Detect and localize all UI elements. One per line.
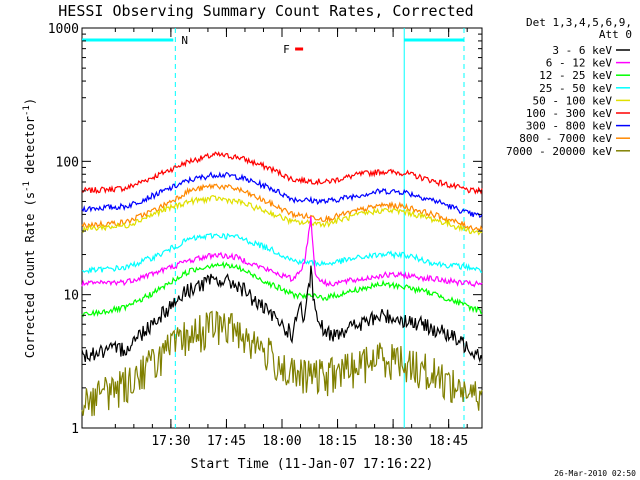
series-100-to-300keV-line <box>81 151 483 195</box>
y-tick-label: 1 <box>71 422 79 437</box>
x-tick-label: 18:45 <box>429 434 468 449</box>
y-axis-ticks: 1 10 100 1000 <box>48 22 482 437</box>
flare-label: F <box>283 43 290 56</box>
x-tick-label: 18:00 <box>262 434 301 449</box>
legend-entry-label: 7000 - 20000 keV <box>506 145 612 158</box>
legend-entry-label: 100 - 300 keV <box>526 107 612 120</box>
annotations: NF <box>82 34 464 56</box>
x-tick-label: 18:15 <box>318 434 357 449</box>
legend-entry-label: 800 - 7000 keV <box>519 132 612 145</box>
legend-entry-label: 300 - 800 keV <box>526 120 612 133</box>
series-group <box>81 151 483 417</box>
x-tick-label: 18:30 <box>374 434 413 449</box>
legend-entry-label: 25 - 50 keV <box>539 82 612 95</box>
series-300-to-800keV-line <box>81 171 483 219</box>
legend-entry-label: 3 - 6 keV <box>552 44 612 57</box>
night-label: N <box>181 34 188 47</box>
legend-entry-label: 50 - 100 keV <box>533 94 613 107</box>
legend-header-attenuator: Att 0 <box>599 28 632 41</box>
series-800-to-7000keV-line <box>81 183 483 232</box>
x-tick-label: 17:30 <box>151 434 190 449</box>
y-axis-label-mid: detector <box>23 116 37 181</box>
footer-timestamp: 26-Mar-2010 02:50 <box>554 469 636 478</box>
y-axis-label-exp1: -1 <box>22 181 32 192</box>
y-tick-label: 10 <box>63 289 79 304</box>
x-axis-label: Start Time (11-Jan-07 17:16:22) <box>191 457 434 472</box>
legend-header-detectors: Det 1,3,4,5,6,9, <box>526 16 632 29</box>
chart-title: HESSI Observing Summary Count Rates, Cor… <box>58 2 473 20</box>
series-7000-to-20000keV-line <box>81 310 483 417</box>
y-axis-label-prefix: Corrected Count Rate (s <box>23 192 37 358</box>
y-axis-label: Corrected Count Rate (s-1 detector-1) <box>22 98 37 358</box>
x-axis-ticks: 17:30 17:45 18:00 18:15 18:30 18:45 <box>114 28 468 449</box>
series-6-to-12keV-line <box>81 216 483 288</box>
y-axis-label-exp2: -1 <box>22 105 32 116</box>
y-tick-label: 100 <box>56 155 79 170</box>
legend-entry-label: 6 - 12 keV <box>546 57 613 70</box>
series-25-to-50keV-line <box>81 232 483 275</box>
y-tick-label: 1000 <box>48 22 79 37</box>
series-50-to-100keV-line <box>81 194 483 236</box>
x-tick-label: 17:45 <box>207 434 246 449</box>
series-12-to-25keV-line <box>81 260 483 318</box>
y-axis-label-suffix: ) <box>23 98 37 105</box>
series-3-to-6keV-line <box>81 265 483 364</box>
legend-entry-label: 12 - 25 keV <box>539 69 612 82</box>
